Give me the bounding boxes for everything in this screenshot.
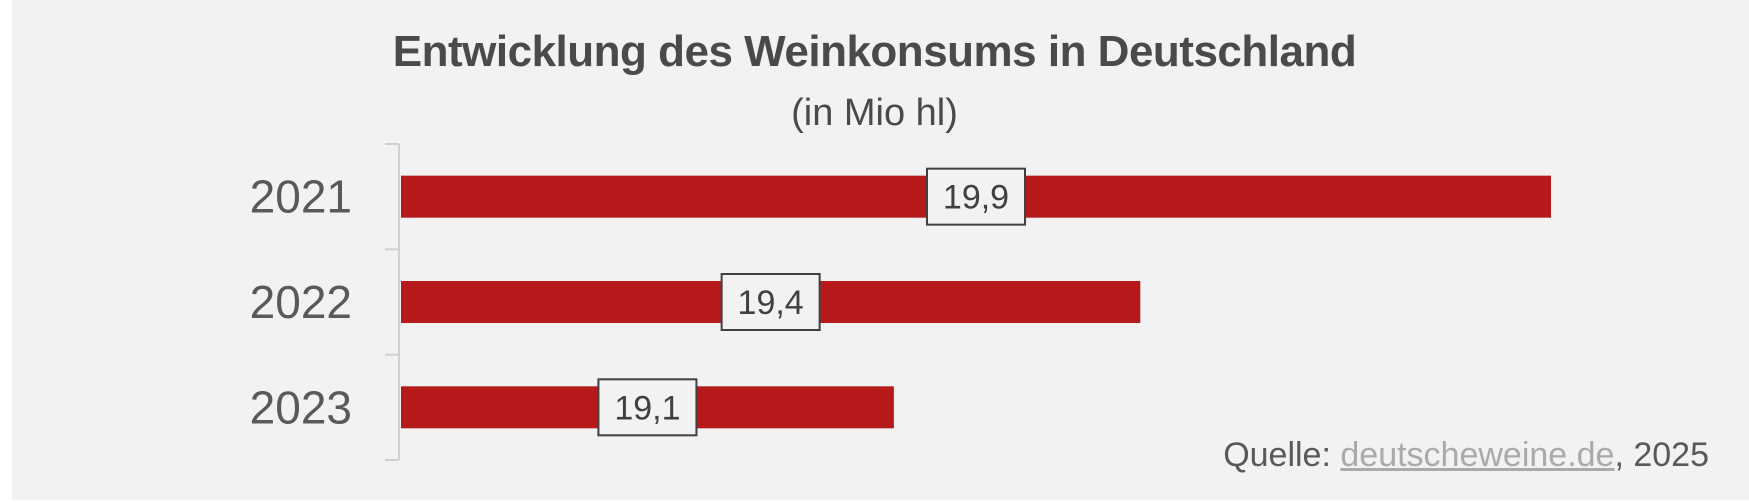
- category-label-2022: 2022: [250, 276, 352, 328]
- category-label-2021: 2021: [250, 171, 352, 223]
- source-link[interactable]: deutscheweine.de: [1340, 436, 1615, 474]
- chart-title: Entwicklung des Weinkonsums in Deutschla…: [392, 27, 1357, 76]
- chart-panel: Entwicklung des Weinkonsums in Deutschla…: [12, 0, 1749, 500]
- data-label-box-2021: [926, 167, 1026, 226]
- source-line: Quelle: deutscheweine.de, 2025: [1223, 438, 1709, 472]
- data-label-2023: 19,1: [614, 389, 680, 427]
- source-prefix: Quelle:: [1223, 436, 1341, 474]
- data-label-box-2023: [597, 378, 698, 437]
- data-label-2022: 19,4: [738, 284, 804, 322]
- data-label-box-2022: [720, 272, 821, 331]
- category-label-2023: 2023: [250, 381, 352, 433]
- chart-subtitle: (in Mio hl): [791, 92, 958, 134]
- data-label-2021: 19,9: [943, 179, 1009, 217]
- source-suffix: , 2025: [1614, 436, 1709, 474]
- bar-chart: 2021 19,9 2022 19,4 2023 19,1: [250, 143, 1551, 461]
